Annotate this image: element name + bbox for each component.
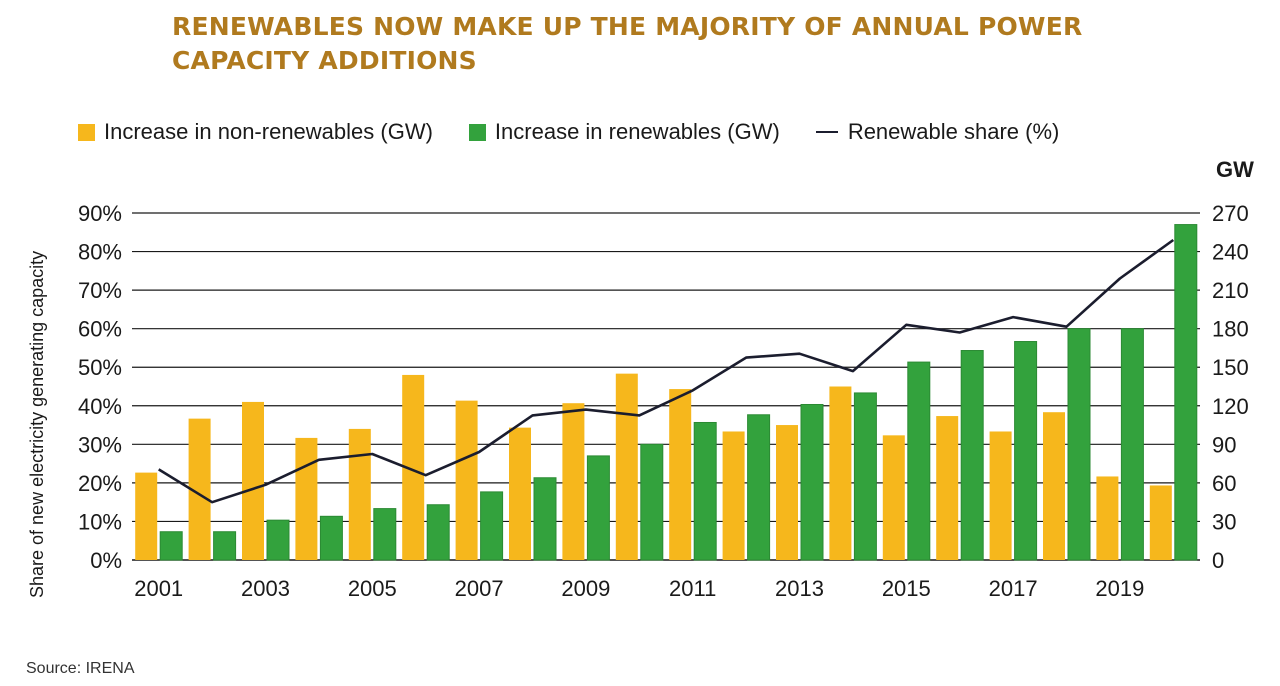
source-note: Source: IRENA — [26, 660, 135, 677]
bar-renewables — [1014, 341, 1038, 561]
y-right-tick-label: 0 — [1212, 548, 1224, 573]
bar-non-renewables — [615, 373, 638, 560]
y-right-unit-label: GW — [1216, 157, 1254, 182]
chart-legend: Increase in non-renewables (GW) Increase… — [78, 116, 1095, 148]
x-tick-label: 2011 — [669, 576, 716, 601]
y-right-tick-label: 120 — [1212, 394, 1249, 419]
bar-non-renewables — [776, 425, 798, 560]
bar-non-renewables — [509, 427, 531, 560]
x-tick-label: 2013 — [775, 576, 824, 601]
y-right-tick-label: 90 — [1212, 432, 1236, 457]
y-left-tick-label: 30% — [78, 432, 122, 457]
legend-swatch-non-renewables — [78, 123, 95, 141]
bar-renewables — [1067, 328, 1091, 561]
chart-title-line-2: CAPACITY ADDITIONS — [172, 46, 477, 75]
chart-title-line-1: RENEWABLES NOW MAKE UP THE MAJORITY OF A… — [172, 12, 1083, 41]
bar-non-renewables — [722, 431, 745, 560]
bar-non-renewables — [402, 374, 425, 560]
bar-renewables — [586, 455, 610, 561]
series-line-renewable-share — [158, 238, 1175, 504]
bar-renewables — [640, 443, 664, 561]
x-tick-label: 2015 — [882, 576, 931, 601]
legend-swatch-renewables — [468, 123, 486, 141]
legend-label-non-renewables: Increase in non-renewables (GW) — [104, 119, 433, 144]
y-left-tick-label: 60% — [78, 317, 122, 342]
y-left-tick-label: 0% — [90, 548, 122, 573]
bar-renewables — [1120, 328, 1144, 561]
bar-non-renewables — [295, 437, 318, 560]
y-left-tick-label: 20% — [78, 471, 122, 496]
bar-renewables — [853, 392, 877, 561]
legend-label-renewables: Increase in renewables (GW) — [494, 119, 780, 144]
x-tick-label: 2005 — [348, 576, 397, 601]
legend-item-renewables: Increase in renewables (GW) — [468, 119, 780, 145]
bar-non-renewables — [562, 403, 585, 560]
x-tick-label: 2001 — [134, 576, 183, 601]
y-left-tick-label: 70% — [78, 278, 122, 303]
bar-renewables — [533, 477, 557, 561]
bar-renewables — [693, 421, 717, 561]
legend-label-renewable-share: Renewable share (%) — [847, 119, 1060, 144]
bar-renewables — [266, 519, 290, 561]
bar-non-renewables — [242, 401, 264, 560]
bar-renewables — [800, 403, 824, 561]
y-left-tick-label: 10% — [78, 509, 122, 534]
bar-renewables — [960, 350, 984, 561]
x-tick-label: 2009 — [561, 576, 610, 601]
x-tick-label: 2019 — [1095, 576, 1144, 601]
y-left-tick-label: 40% — [78, 394, 122, 419]
bar-non-renewables — [135, 472, 158, 560]
bar-renewables — [747, 414, 771, 561]
bar-non-renewables — [989, 431, 1012, 560]
bar-renewables — [426, 504, 450, 561]
y-left-tick-label: 80% — [78, 240, 122, 265]
x-tick-label: 2017 — [989, 576, 1038, 601]
bar-renewables — [1174, 224, 1198, 561]
bar-renewables — [373, 508, 397, 561]
bar-non-renewables — [1096, 476, 1119, 560]
legend-item-renewable-share: Renewable share (%) — [815, 119, 1060, 145]
x-tick-label: 2003 — [241, 576, 290, 601]
legend-line-renewable-share — [815, 131, 838, 133]
legend-item-non-renewables: Increase in non-renewables (GW) — [78, 119, 433, 145]
x-tick-label: 2007 — [455, 576, 504, 601]
y-right-tick-label: 180 — [1212, 317, 1249, 342]
bar-non-renewables — [188, 418, 211, 560]
y-right-tick-label: 240 — [1212, 240, 1249, 265]
bar-renewables — [213, 531, 237, 561]
y-right-tick-label: 60 — [1212, 471, 1236, 496]
bar-non-renewables — [936, 416, 959, 560]
bar-renewables — [907, 361, 931, 561]
bar-non-renewables — [669, 389, 692, 560]
bar-non-renewables — [1149, 485, 1172, 560]
y-right-tick-label: 30 — [1212, 509, 1236, 534]
y-right-tick-label: 270 — [1212, 201, 1249, 226]
bar-renewables — [319, 515, 343, 561]
chart-title: RENEWABLES NOW MAKE UP THE MAJORITY OF A… — [172, 10, 1172, 78]
bar-renewables — [480, 491, 504, 561]
y-left-tick-label: 90% — [78, 201, 122, 226]
y-left-tick-label: 50% — [78, 355, 122, 380]
y-right-tick-label: 150 — [1212, 355, 1249, 380]
y-right-tick-label: 210 — [1212, 278, 1249, 303]
bar-non-renewables — [348, 428, 371, 560]
bar-non-renewables — [455, 400, 478, 560]
bar-non-renewables — [882, 435, 905, 560]
bar-non-renewables — [829, 386, 852, 560]
bar-renewables — [159, 531, 183, 561]
bar-non-renewables — [1043, 412, 1065, 560]
